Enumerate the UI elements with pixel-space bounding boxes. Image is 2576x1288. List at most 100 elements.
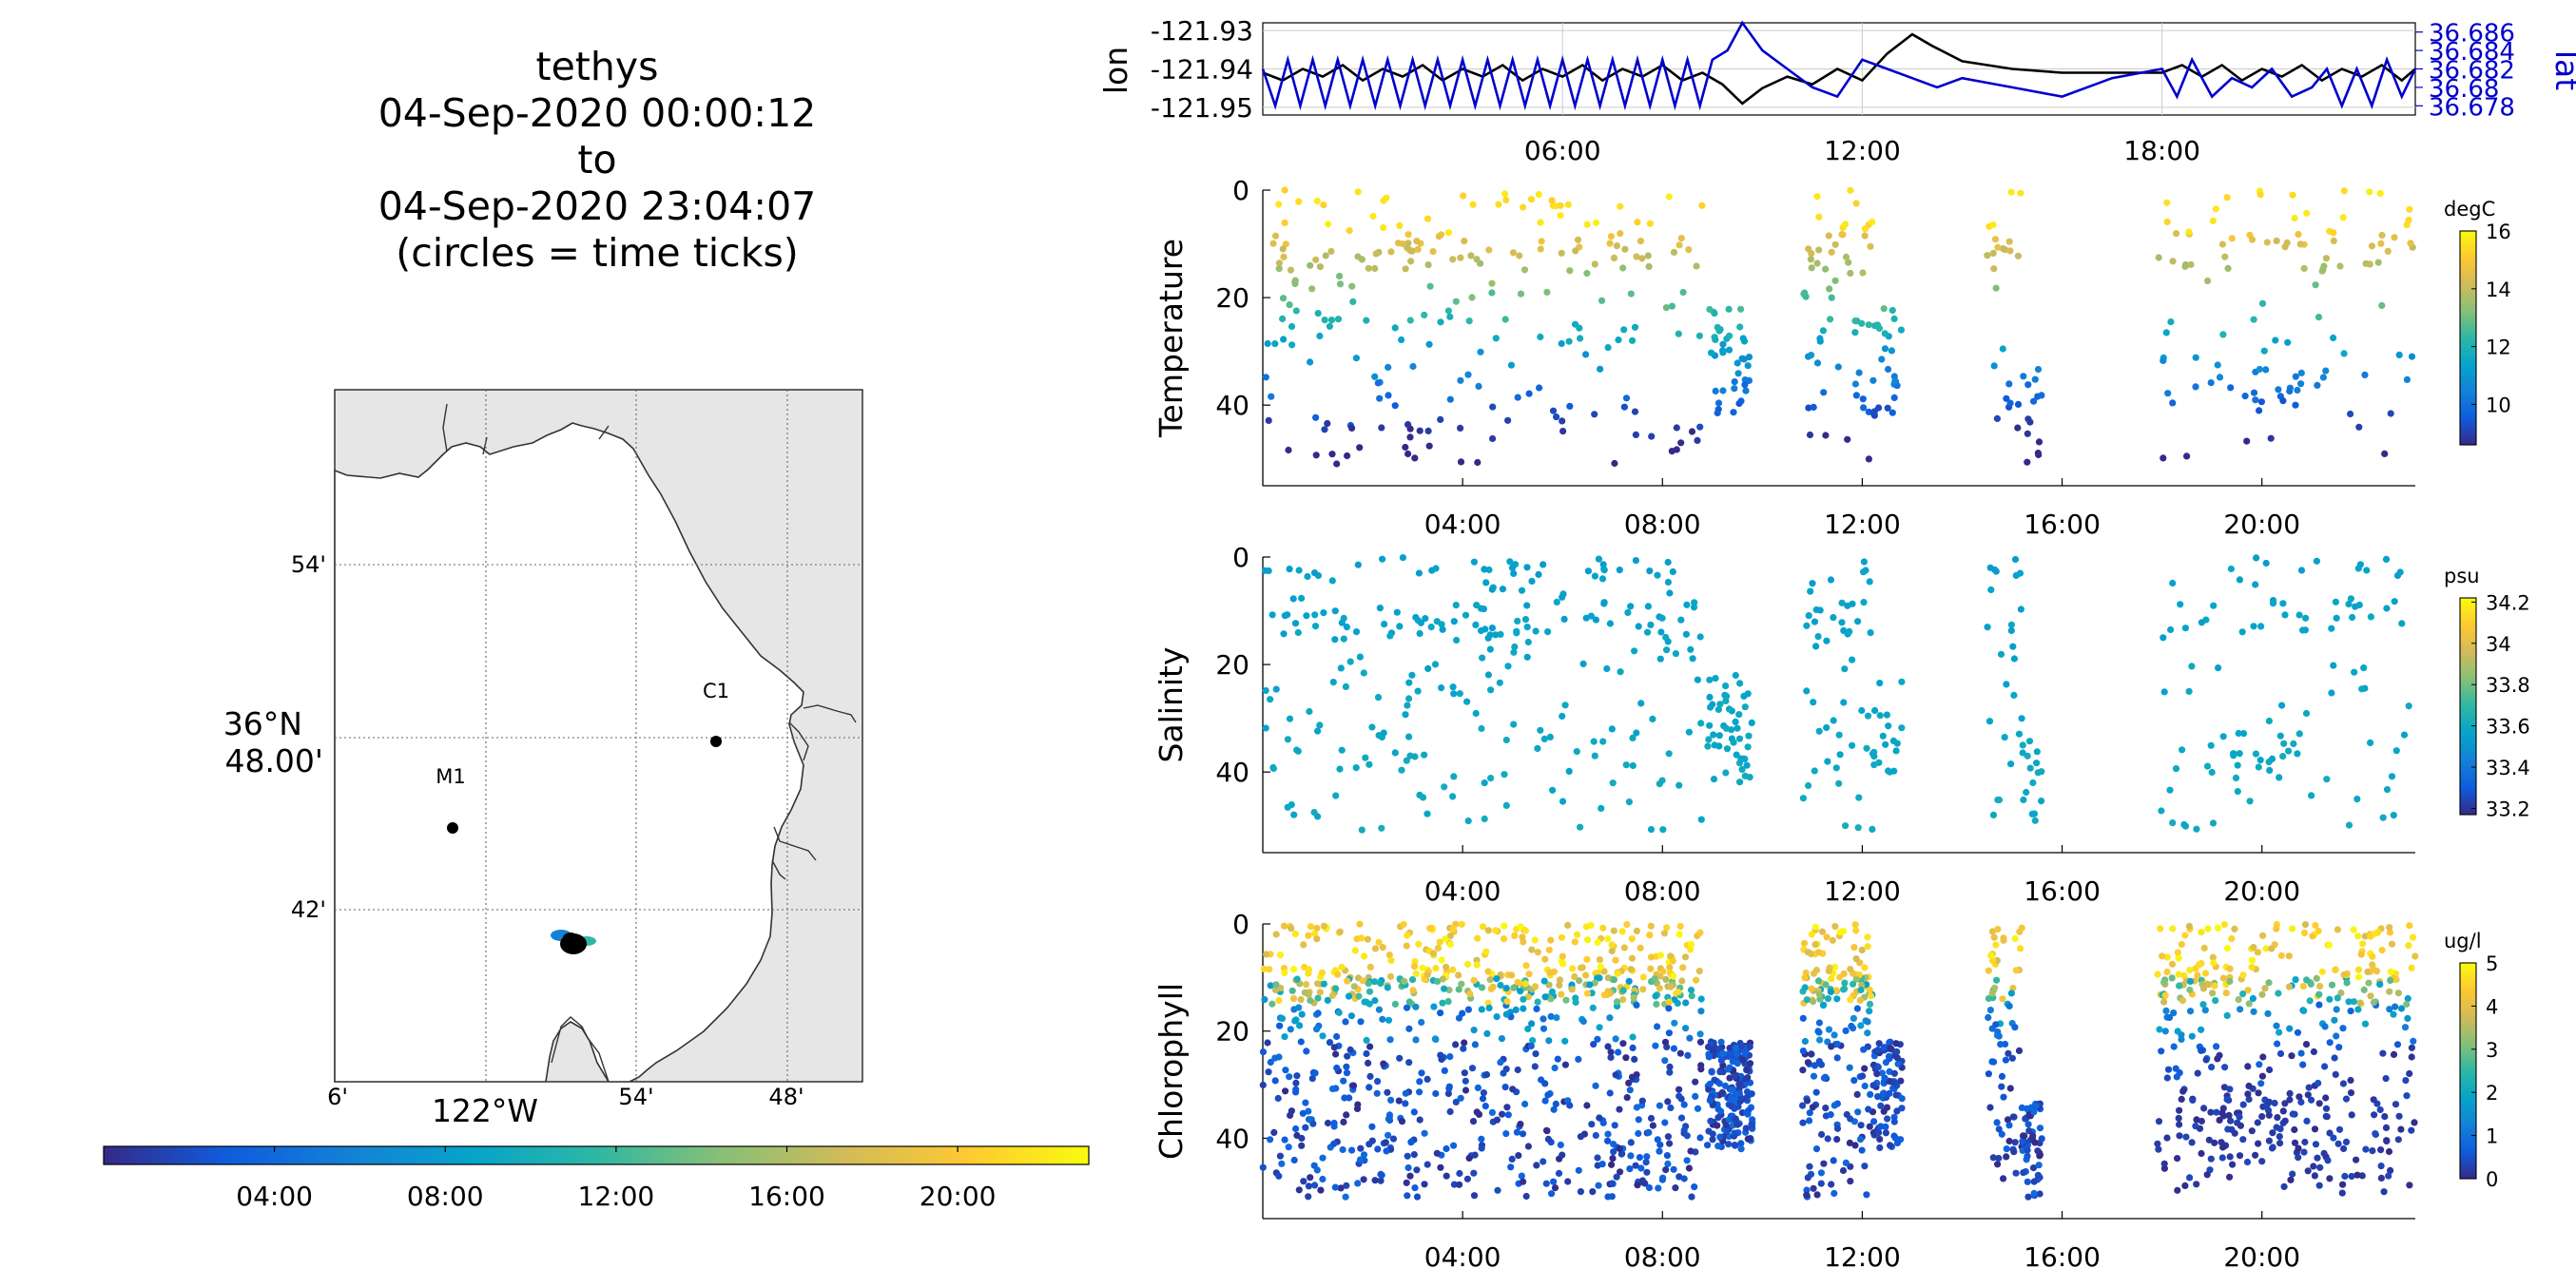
salinity-x-tick-label: 16:00 bbox=[2024, 875, 2101, 907]
chlorophyll-data-point bbox=[2264, 1009, 2272, 1017]
chlorophyll-data-point bbox=[1356, 920, 1364, 928]
temperature-data-point bbox=[1808, 264, 1815, 272]
chlorophyll-data-point bbox=[2348, 1111, 2355, 1119]
temperature-data-point bbox=[1378, 424, 1385, 432]
chlorophyll-data-point bbox=[1583, 936, 1592, 944]
chlorophyll-data-point bbox=[1562, 996, 1570, 1004]
salinity-data-point bbox=[1672, 650, 1679, 658]
chlorophyll-data-point bbox=[2268, 945, 2276, 952]
chlorophyll-data-point bbox=[1366, 1043, 1374, 1050]
chlorophyll-data-point bbox=[1326, 1039, 1334, 1047]
chlorophyll-data-point bbox=[1431, 1035, 1439, 1043]
chlorophyll-data-point bbox=[2002, 1056, 2009, 1064]
chlorophyll-data-point bbox=[1287, 1026, 1294, 1033]
chlorophyll-data-point bbox=[1850, 980, 1857, 988]
temperature-data-point bbox=[1685, 246, 1693, 254]
chlorophyll-data-point bbox=[2378, 946, 2386, 954]
salinity-data-point bbox=[2390, 812, 2397, 819]
temperature-data-point bbox=[1834, 363, 1842, 371]
salinity-data-point bbox=[2388, 773, 2396, 780]
temperature-data-point bbox=[2005, 380, 2013, 388]
chlorophyll-data-point bbox=[2354, 966, 2363, 973]
temperature-data-point bbox=[2258, 299, 2267, 307]
chlorophyll-data-point bbox=[1721, 1082, 1730, 1089]
chlorophyll-data-point bbox=[2410, 1037, 2417, 1045]
chlorophyll-data-point bbox=[1864, 1018, 1871, 1026]
chlorophyll-data-point bbox=[2339, 1080, 2347, 1087]
temperature-data-point bbox=[1461, 238, 1468, 245]
salinity-data-point bbox=[1683, 601, 1691, 608]
chlorophyll-data-point bbox=[2243, 1158, 2252, 1166]
chlorophyll-data-point bbox=[1545, 946, 1553, 953]
chlorophyll-data-point bbox=[1405, 1059, 1413, 1067]
chlorophyll-data-point bbox=[1725, 1050, 1733, 1058]
salinity-data-point bbox=[1691, 599, 1698, 606]
salinity-data-point bbox=[2234, 761, 2241, 769]
salinity-data-point bbox=[1600, 567, 1608, 574]
chlorophyll-data-point bbox=[2300, 1148, 2308, 1156]
chlorophyll-data-point bbox=[1671, 996, 1678, 1004]
chlorophyll-data-point bbox=[2250, 944, 2257, 952]
chlorophyll-data-point bbox=[2258, 1113, 2266, 1121]
temperature-data-point bbox=[1984, 252, 1991, 260]
temperature-x-tick-label: 20:00 bbox=[2223, 509, 2300, 540]
chlorophyll-data-point bbox=[1289, 994, 1298, 1003]
temperature-data-point bbox=[1858, 319, 1866, 327]
chlorophyll-data-point bbox=[1812, 967, 1821, 974]
temperature-data-point bbox=[2312, 281, 2319, 289]
chlorophyll-data-point bbox=[1450, 1181, 1458, 1188]
chlorophyll-data-point bbox=[2006, 1085, 2014, 1092]
chlorophyll-data-point bbox=[1667, 1104, 1675, 1112]
salinity-data-point bbox=[1832, 764, 1840, 772]
chlorophyll-data-point bbox=[1324, 996, 1331, 1004]
salinity-data-point bbox=[2252, 750, 2259, 758]
salinity-data-point bbox=[2290, 740, 2297, 748]
chlorophyll-data-point bbox=[2356, 999, 2364, 1007]
temperature-data-point bbox=[1363, 317, 1370, 324]
chlorophyll-data-point bbox=[1403, 1004, 1411, 1011]
chlorophyll-data-point bbox=[1494, 1186, 1501, 1194]
chlorophyll-data-point bbox=[1358, 934, 1365, 942]
salinity-data-point bbox=[1404, 702, 1411, 709]
salinity-data-point bbox=[1439, 625, 1446, 633]
chlorophyll-data-point bbox=[1992, 941, 2000, 949]
chlorophyll-data-point bbox=[1808, 1050, 1815, 1058]
chlorophyll-data-point bbox=[2315, 1100, 2323, 1107]
temperature-data-point bbox=[1867, 242, 1874, 250]
chlorophyll-data-point bbox=[2165, 1013, 2174, 1022]
chlorophyll-data-point bbox=[2371, 1111, 2378, 1119]
chlorophyll-data-point bbox=[1421, 1181, 1428, 1188]
chlorophyll-data-point bbox=[1462, 1077, 1469, 1085]
temperature-data-point bbox=[2024, 430, 2031, 437]
temperature-data-point bbox=[1525, 390, 1533, 397]
chlorophyll-data-point bbox=[2311, 1172, 2318, 1180]
chlorophyll-data-point bbox=[1875, 1129, 1883, 1137]
temperature-data-point bbox=[2272, 336, 2279, 344]
chlorophyll-data-point bbox=[2257, 1080, 2265, 1087]
salinity-data-point bbox=[1553, 598, 1560, 606]
temperature-data-point bbox=[2185, 228, 2193, 236]
chlorophyll-data-point bbox=[2401, 1024, 2410, 1031]
salinity-data-point bbox=[2179, 746, 2186, 754]
chlorophyll-data-point bbox=[1522, 1192, 1530, 1201]
temperature-data-point bbox=[1711, 310, 1718, 317]
chlorophyll-data-point bbox=[1799, 1014, 1807, 1022]
chlorophyll-data-point bbox=[1313, 935, 1321, 943]
temperature-data-point bbox=[1890, 373, 1898, 380]
chlorophyll-data-point bbox=[1596, 1024, 1603, 1031]
chlorophyll-data-point bbox=[1455, 971, 1462, 979]
salinity-data-point bbox=[1666, 589, 1674, 597]
chlorophyll-data-point bbox=[2311, 1125, 2319, 1133]
chlorophyll-data-point bbox=[1445, 1083, 1453, 1090]
salinity-data-point bbox=[1722, 724, 1730, 732]
chlorophyll-data-point bbox=[1828, 975, 1835, 983]
chlorophyll-data-point bbox=[1540, 1158, 1547, 1165]
temperature-data-point bbox=[1322, 252, 1329, 260]
chlorophyll-x-tick-label: 12:00 bbox=[1824, 1241, 1901, 1273]
chlorophyll-data-point bbox=[1666, 964, 1674, 971]
chlorophyll-data-point bbox=[1583, 955, 1591, 963]
chlorophyll-data-point bbox=[1660, 930, 1669, 937]
chlorophyll-data-point bbox=[2032, 1103, 2040, 1110]
chlorophyll-data-point bbox=[2291, 1125, 2298, 1134]
salinity-data-point bbox=[1870, 761, 1878, 769]
